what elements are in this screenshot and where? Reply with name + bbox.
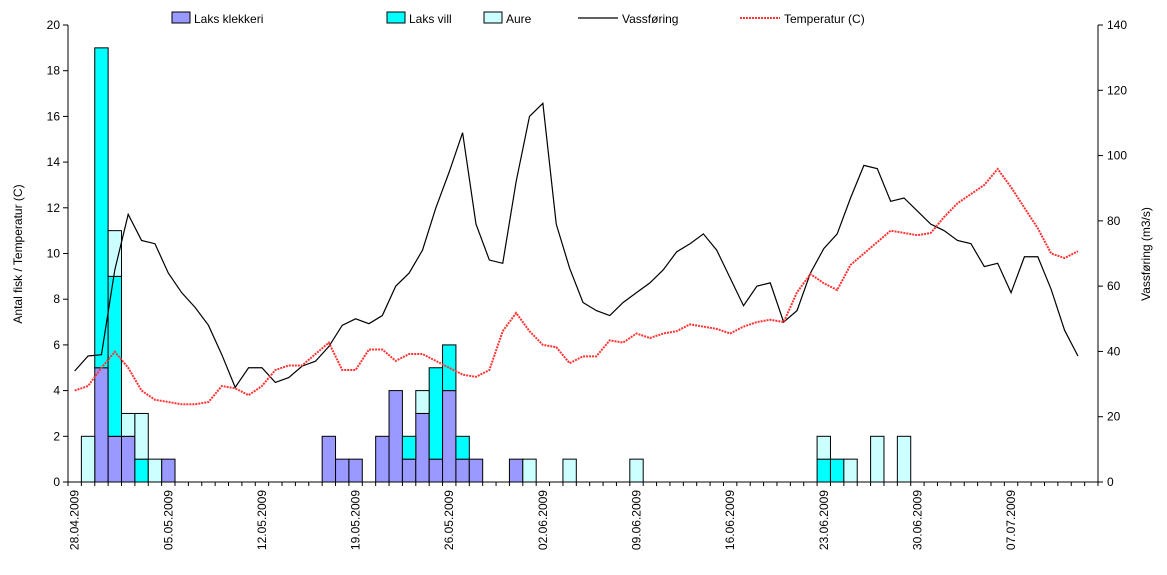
y2-tick-label: 80 <box>1107 214 1121 228</box>
bar <box>401 458 417 483</box>
legend-swatch <box>386 11 406 24</box>
y-axis-label: Antal fisk / Temperatur (C) <box>11 184 25 323</box>
y2-tick-label: 140 <box>1107 18 1127 32</box>
bar <box>121 435 136 483</box>
y2-tick-label: 120 <box>1107 83 1127 97</box>
line-3 <box>74 102 1079 389</box>
y-tick-label: 10 <box>47 247 61 261</box>
x-tick-label: 19.05.2009 <box>349 490 363 550</box>
bar <box>147 458 163 483</box>
y-tick-label: 20 <box>47 18 61 32</box>
bar <box>134 458 149 483</box>
x-tick-label: 16.06.2009 <box>723 490 737 550</box>
bar <box>428 458 444 483</box>
x-tick-label: 12.05.2009 <box>255 490 269 550</box>
y-tick-label: 12 <box>47 201 61 215</box>
y-tick-label: 16 <box>47 109 61 123</box>
y2-tick-label: 20 <box>1107 410 1121 424</box>
legend-swatch <box>171 11 191 24</box>
bar <box>107 230 123 277</box>
bar <box>94 47 109 369</box>
x-tick-label: 23.06.2009 <box>817 490 831 550</box>
y-tick-label: 2 <box>53 429 60 443</box>
bar <box>816 458 831 483</box>
bar <box>442 390 457 483</box>
legend-label: Laks klekkeri <box>194 12 263 26</box>
bar <box>870 435 885 483</box>
line-4 <box>74 167 1079 406</box>
legend-label: Temperatur (C) <box>784 12 865 26</box>
bar <box>94 367 109 483</box>
x-tick-label: 28.04.2009 <box>68 490 82 550</box>
bar <box>134 412 149 460</box>
x-tick-label: 09.06.2009 <box>630 490 644 550</box>
bar <box>80 435 96 483</box>
bar <box>348 458 363 483</box>
y-tick-label: 8 <box>53 292 60 306</box>
bar <box>508 458 524 483</box>
bar <box>401 435 417 460</box>
bar <box>415 390 430 414</box>
bar <box>896 435 912 483</box>
x-tick-label: 26.05.2009 <box>442 490 456 550</box>
bar <box>375 435 390 483</box>
bar <box>455 435 470 460</box>
y-tick-label: 14 <box>47 155 61 169</box>
bar <box>843 458 858 483</box>
bar <box>522 458 537 483</box>
bar <box>161 458 176 483</box>
bar <box>107 435 123 483</box>
bar <box>629 458 644 483</box>
bar <box>121 412 136 437</box>
y-tick-label: 4 <box>53 384 60 398</box>
legend-swatch <box>483 11 503 24</box>
bar <box>829 458 845 483</box>
bar <box>442 344 457 392</box>
x-tick-label: 05.05.2009 <box>161 490 175 550</box>
bar <box>415 412 430 483</box>
bar <box>816 435 831 460</box>
bar <box>428 367 444 460</box>
y2-tick-label: 100 <box>1107 149 1127 163</box>
y2-tick-label: 40 <box>1107 344 1121 358</box>
y2-axis-label: Vassføring (m3/s) <box>1139 207 1153 301</box>
x-tick-label: 30.06.2009 <box>910 490 924 550</box>
bar <box>321 435 337 483</box>
bar <box>562 458 577 483</box>
y-tick-label: 6 <box>53 338 60 352</box>
y2-tick-label: 60 <box>1107 279 1121 293</box>
legend-label: Laks vill <box>409 12 452 26</box>
y2-tick-label: 0 <box>1107 475 1114 489</box>
y-tick-label: 0 <box>53 475 60 489</box>
x-tick-label: 07.07.2009 <box>1004 490 1018 550</box>
y-tick-label: 18 <box>47 64 61 78</box>
legend-label: Vassføring <box>622 12 678 26</box>
bar <box>455 458 470 483</box>
bar <box>388 390 403 483</box>
legend-label: Aure <box>506 12 532 26</box>
bar <box>468 458 484 483</box>
bar <box>335 458 350 483</box>
x-tick-label: 02.06.2009 <box>536 490 550 550</box>
